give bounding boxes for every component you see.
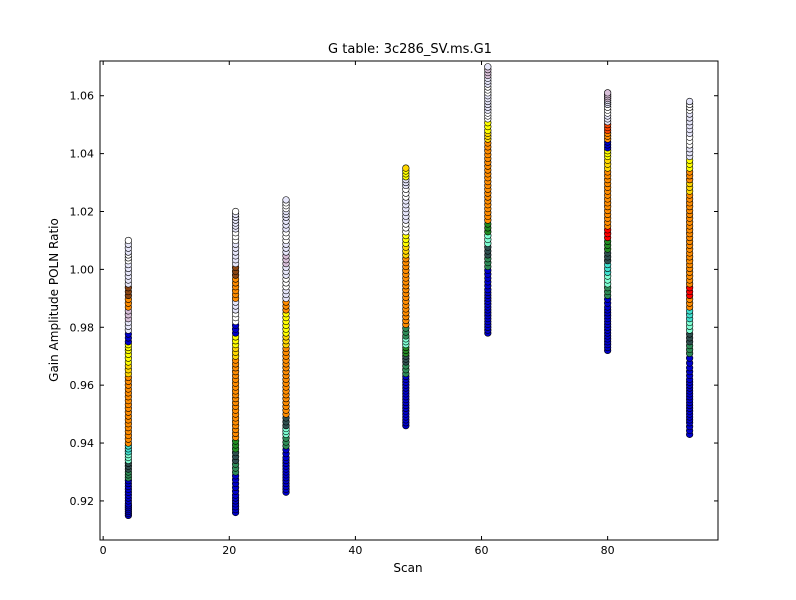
y-tick-label: 0.98 — [70, 321, 95, 334]
data-point — [282, 196, 290, 204]
x-tick-label: 0 — [100, 544, 107, 557]
data-point — [402, 164, 410, 172]
plot-frame — [99, 60, 719, 541]
chart-title: G table: 3c286_SV.ms.G1 — [328, 42, 492, 57]
x-tick-label: 60 — [475, 544, 489, 557]
y-tick-label: 1.00 — [70, 263, 95, 276]
x-axis-ticks: 0 20 40 60 80 — [100, 61, 615, 557]
data-point — [604, 89, 612, 97]
y-tick-label: 1.06 — [70, 90, 95, 103]
x-tick-label: 40 — [348, 544, 362, 557]
y-tick-label: 0.92 — [70, 495, 95, 508]
data-point — [686, 97, 694, 106]
x-axis-label: Scan — [393, 561, 422, 575]
x-tick-label: 20 — [222, 544, 236, 557]
x-tick-label: 80 — [601, 544, 615, 557]
data-points — [124, 63, 694, 519]
y-tick-label: 0.94 — [70, 437, 95, 450]
y-axis-label: Gain Amplitude POLN Ratio — [47, 218, 61, 382]
data-point — [484, 63, 492, 71]
y-tick-label: 1.04 — [70, 148, 95, 161]
data-point — [124, 236, 132, 245]
y-axis-ticks: 0.92 0.94 0.96 0.98 1.00 1.02 1.04 1.06 — [70, 90, 718, 508]
data-point — [231, 207, 240, 216]
y-tick-label: 0.96 — [70, 379, 95, 392]
y-tick-label: 1.02 — [70, 206, 95, 219]
